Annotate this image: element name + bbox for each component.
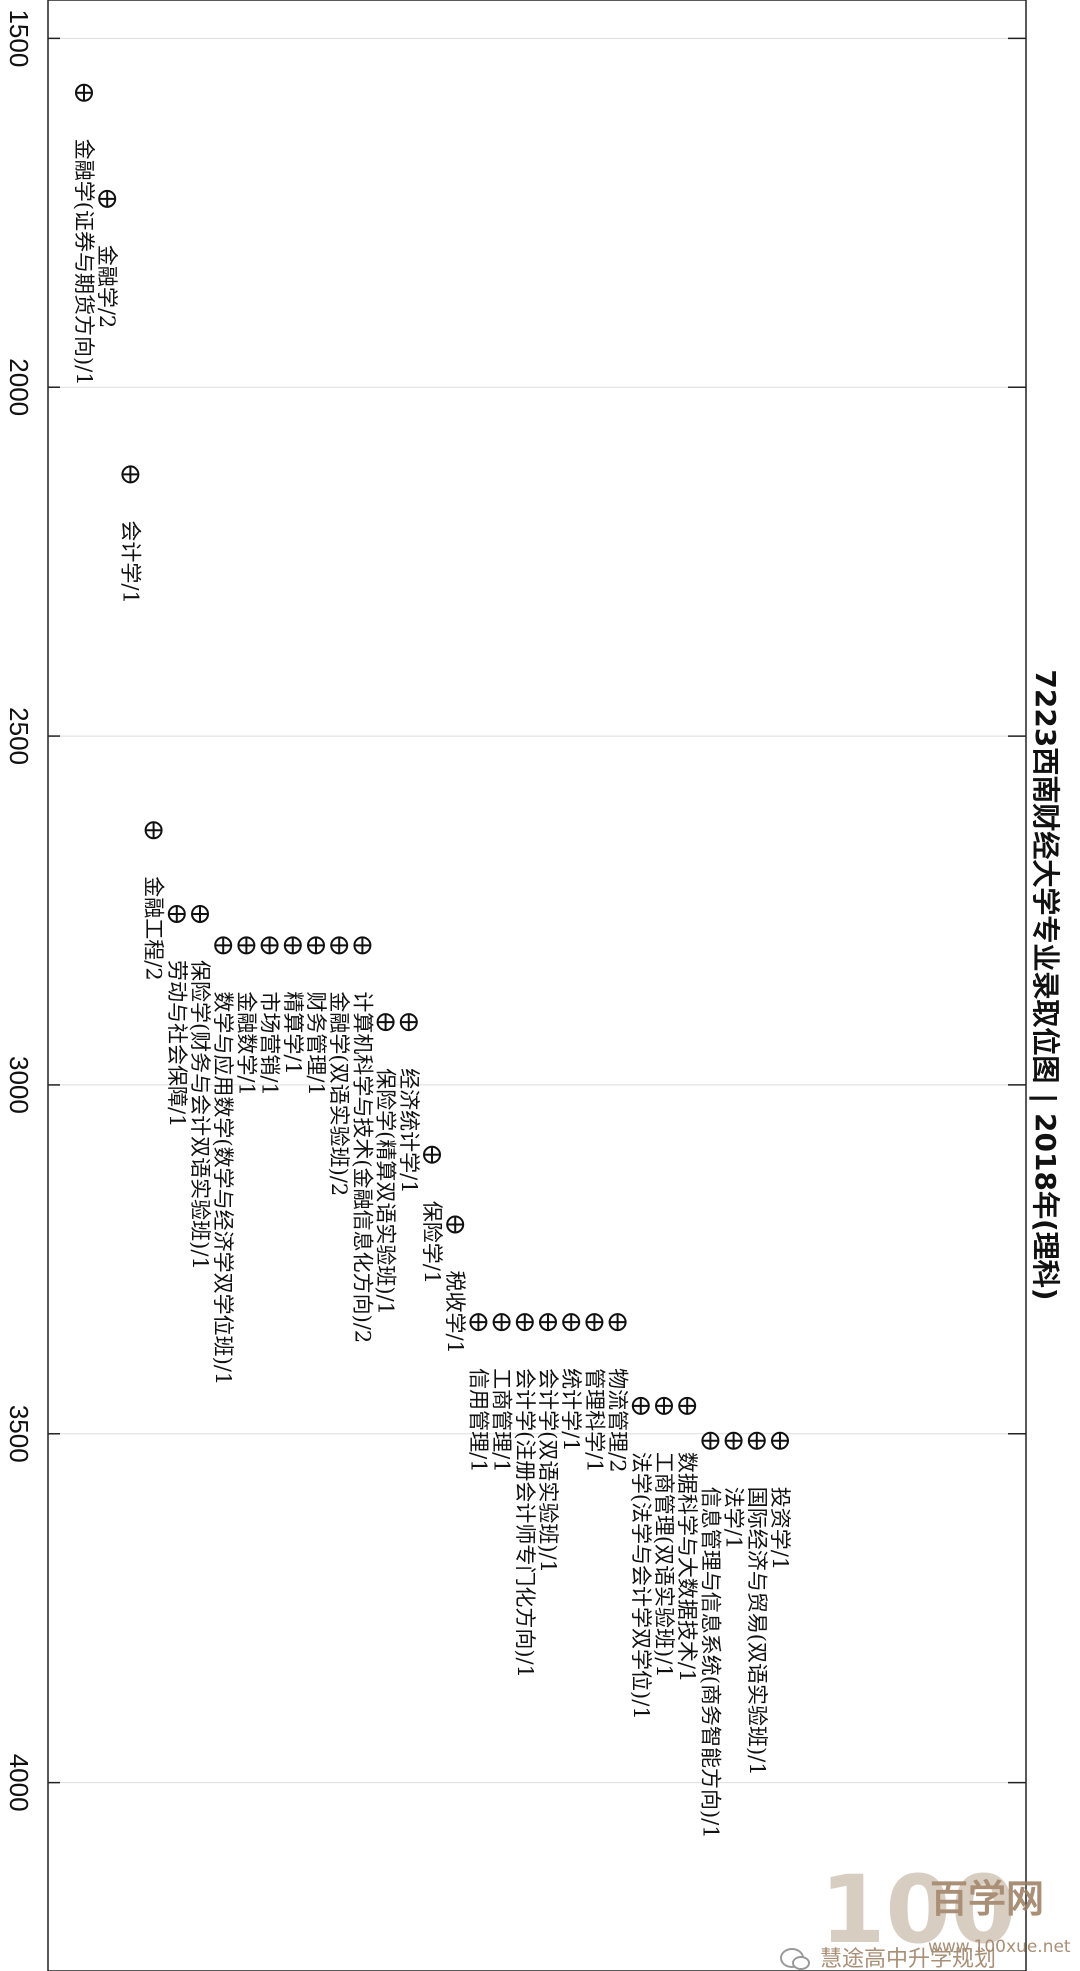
data-point: 金融数学/1 (234, 936, 258, 1096)
point-label: 管理科学/1 (582, 1368, 606, 1472)
point-label: 工商管理(双语实验班)/1 (652, 1452, 676, 1678)
data-point: 金融工程/2 (142, 821, 166, 981)
tick-label: 3500 (4, 1405, 34, 1463)
watermark-url: www.100xue.net (928, 1937, 1071, 1957)
point-label: 保险学(财务与会计双语实验班)/1 (188, 960, 212, 1270)
point-label: 法学/1 (722, 1487, 746, 1549)
chart-title: 7223西南财经大学专业录取位图 | 2018年(理科) (1029, 669, 1062, 1300)
data-point: 劳动与社会保障/1 (165, 904, 189, 1127)
point-label: 经济统计学/1 (397, 1068, 421, 1193)
watermark: 100 百学网 www.100xue.net 慧途高中升学规划 (780, 1856, 1071, 1971)
data-point: 物流管理/2 (606, 1313, 630, 1473)
tick-label: 4000 (4, 1754, 34, 1812)
point-label: 精算学/1 (281, 991, 305, 1074)
data-point: 财务管理/1 (304, 936, 328, 1096)
data-point: 经济统计学/1 (397, 1013, 421, 1194)
point-label: 会计学(双语实验班)/1 (536, 1368, 560, 1573)
data-point: 法学(法学与会计学双学位)/1 (629, 1396, 653, 1720)
point-label: 计算机科学与技术(金融信息化方向)/2 (350, 991, 374, 1343)
data-point: 数据科学与大数据技术/1 (675, 1396, 699, 1682)
point-label: 劳动与社会保障/1 (165, 960, 189, 1127)
point-label: 数据科学与大数据技术/1 (675, 1452, 699, 1682)
tick-label: 1500 (4, 9, 34, 67)
point-label: 税收学/1 (443, 1270, 467, 1353)
data-point: 工商管理(双语实验班)/1 (652, 1396, 676, 1678)
data-point: 金融学(双语实验班)/2 (327, 936, 351, 1196)
point-label: 金融学/2 (95, 245, 119, 328)
point-label: 市场营销/1 (258, 991, 282, 1095)
watermark-brand: 百学网 (930, 1877, 1044, 1921)
watermark-logo-number: 100 (820, 1856, 1016, 1965)
axis-ticks: 1500 2000 2500 3000 3500 4000 (4, 9, 1026, 1812)
data-point: 税收学/1 (443, 1215, 467, 1354)
tick-label: 3000 (4, 1056, 34, 1114)
tick-label: 2500 (4, 707, 34, 765)
data-point: 会计学/1 (118, 465, 142, 604)
data-point: 工商管理/1 (490, 1313, 514, 1473)
wechat-icon (780, 1948, 810, 1970)
data-point: 会计学(注册会计师专门化方向)/1 (513, 1313, 537, 1678)
data-point: 保险学(精算双语实验班)/1 (374, 1013, 398, 1315)
data-point: 计算机科学与技术(金融信息化方向)/2 (350, 936, 374, 1343)
data-point: 保险学/1 (420, 1145, 444, 1284)
point-label: 金融学(证券与期货方向)/1 (72, 139, 96, 386)
point-label: 信息管理与信息系统(商务智能方向)/1 (698, 1487, 722, 1839)
point-label: 法学(法学与会计学双学位)/1 (629, 1452, 653, 1720)
point-label: 金融数学/1 (234, 991, 258, 1095)
point-label: 工商管理/1 (490, 1368, 514, 1472)
point-label: 会计学(注册会计师专门化方向)/1 (513, 1368, 537, 1678)
title-group: 7223西南财经大学专业录取位图 | 2018年(理科) (1029, 669, 1062, 1300)
data-point: 保险学(财务与会计双语实验班)/1 (188, 904, 212, 1270)
point-label: 会计学/1 (118, 520, 142, 603)
data-point: 金融学(证券与期货方向)/1 (72, 83, 96, 386)
point-label: 保险学(精算双语实验班)/1 (374, 1068, 398, 1315)
data-point: 精算学/1 (281, 936, 305, 1075)
point-label: 信用管理/1 (466, 1368, 490, 1472)
watermark-wechat: 慧途高中升学规划 (820, 1947, 996, 1971)
data-point: 统计学/1 (559, 1313, 583, 1452)
data-point: 市场营销/1 (258, 936, 282, 1096)
point-label: 财务管理/1 (304, 991, 328, 1095)
grid (48, 37, 1026, 1784)
data-point: 法学/1 (722, 1431, 746, 1549)
data-point: 信息管理与信息系统(商务智能方向)/1 (698, 1431, 722, 1839)
data-point: 金融学/2 (95, 189, 119, 328)
data-point: 信用管理/1 (466, 1313, 490, 1473)
point-label: 物流管理/2 (606, 1368, 630, 1472)
data-point: 数学与应用数学(数学与经济学双学位班)/1 (211, 936, 235, 1385)
data-point: 会计学(双语实验班)/1 (536, 1313, 560, 1573)
point-label: 国际经济与贸易(双语实验班)/1 (745, 1487, 769, 1776)
point-label: 投资学/1 (768, 1487, 792, 1570)
point-label: 金融工程/2 (142, 876, 166, 980)
point-label: 数学与应用数学(数学与经济学双学位班)/1 (211, 991, 235, 1385)
plot-frame (47, 0, 1027, 1971)
data-point: 国际经济与贸易(双语实验班)/1 (745, 1431, 769, 1776)
point-label: 金融学(双语实验班)/2 (327, 991, 351, 1196)
point-label: 统计学/1 (559, 1368, 583, 1451)
data-point: 管理科学/1 (582, 1313, 606, 1473)
tick-label: 2000 (4, 358, 34, 416)
data-point: 投资学/1 (768, 1431, 792, 1570)
point-label: 保险学/1 (420, 1201, 444, 1284)
